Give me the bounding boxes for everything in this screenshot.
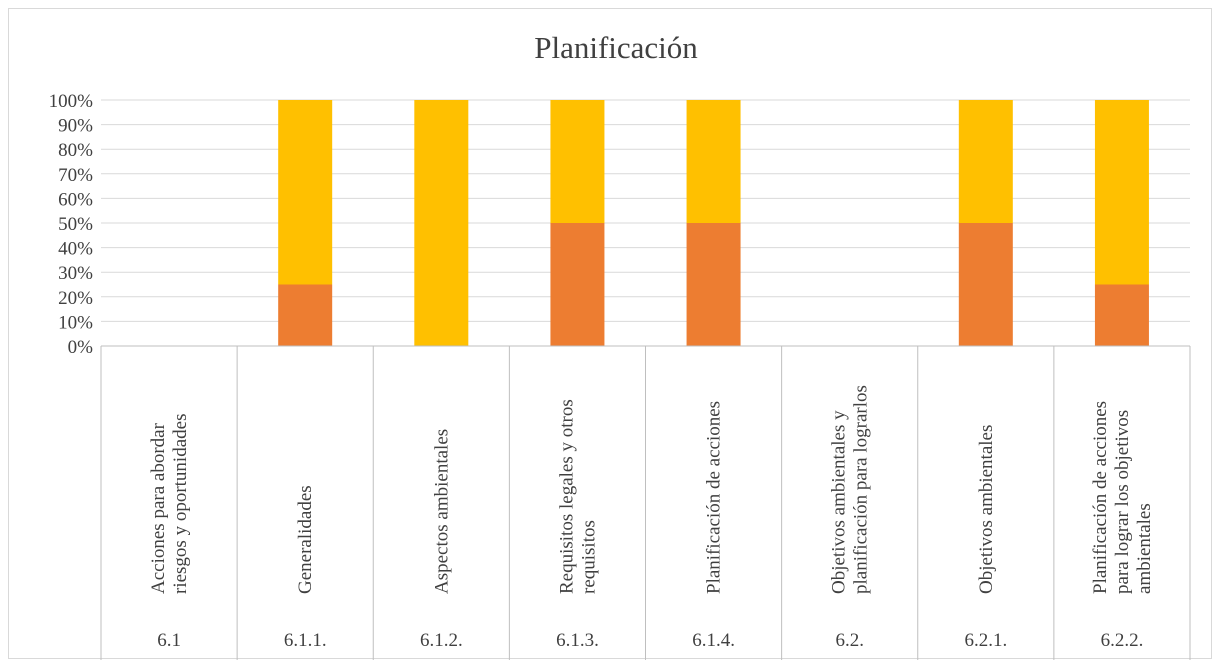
category-label-line: Objetivos ambientales bbox=[976, 425, 997, 594]
category-code: 6.1.2. bbox=[420, 630, 463, 651]
category-labels: Acciones para abordar riesgos y oportunid… bbox=[148, 385, 1155, 651]
category-label: Objetivos ambientales bbox=[976, 425, 997, 594]
category-label-line: para lograr los objetivos bbox=[1112, 410, 1133, 594]
category-label: Planificación de acciones para lograr los… bbox=[1090, 401, 1155, 594]
y-tick-label: 100% bbox=[49, 91, 94, 112]
y-tick-label: 50% bbox=[58, 214, 93, 235]
bar-segment bbox=[550, 100, 605, 223]
bar-segment bbox=[278, 284, 333, 346]
category-label-line: Requisitos legales y otros bbox=[556, 399, 577, 594]
category-code: 6.2. bbox=[835, 630, 864, 651]
bar-segment bbox=[686, 223, 741, 346]
category-code: 6.1.3. bbox=[556, 630, 599, 651]
y-tick-label: 30% bbox=[58, 263, 93, 284]
category-label: Objetivos ambientales y planificación par… bbox=[829, 385, 872, 594]
y-tick-label: 60% bbox=[58, 189, 93, 210]
category-label-line: Planificación de acciones bbox=[1090, 401, 1111, 594]
bars bbox=[278, 100, 1149, 346]
x-axis bbox=[100, 345, 1191, 660]
category-label-line: planificación para lograrlos bbox=[851, 385, 872, 594]
category-label-line: Objetivos ambientales y bbox=[829, 410, 850, 594]
y-tick-label: 70% bbox=[58, 165, 93, 186]
y-axis-ticks: 0% 10% 20% 30% 40% 50% 60% 70% 80% 90% 100% bbox=[49, 91, 94, 358]
chart-svg: Planificación 0% 10% 20% 30% 40% 50% 60% 70% 80%… bbox=[49, 30, 1191, 660]
y-tick-label: 40% bbox=[58, 239, 93, 260]
category-code: 6.2.1. bbox=[964, 630, 1007, 651]
category-code: 6.1.1. bbox=[284, 630, 327, 651]
bar-segment bbox=[414, 100, 469, 346]
category-code: 6.1 bbox=[157, 630, 181, 651]
category-label: Aspectos ambientales bbox=[431, 429, 452, 594]
y-tick-label: 80% bbox=[58, 140, 93, 161]
category-code: 6.1.4. bbox=[692, 630, 735, 651]
y-tick-label: 10% bbox=[58, 312, 93, 333]
category-label-line: Acciones para abordar bbox=[148, 422, 169, 594]
category-label: Planificación de acciones bbox=[704, 401, 725, 594]
category-label-line: Aspectos ambientales bbox=[431, 429, 452, 594]
chart-title: Planificación bbox=[534, 30, 698, 65]
category-label: Generalidades bbox=[295, 485, 316, 594]
category-code: 6.2.2. bbox=[1101, 630, 1144, 651]
category-label-line: Planificación de acciones bbox=[704, 401, 725, 594]
category-label-line: ambientales bbox=[1134, 503, 1155, 594]
bar-segment bbox=[958, 100, 1013, 223]
gridlines bbox=[101, 99, 1190, 347]
category-label-line: riesgos y oportunidades bbox=[170, 414, 191, 594]
bar-segment bbox=[1094, 100, 1149, 285]
bar-segment bbox=[278, 100, 333, 285]
category-label: Requisitos legales y otros requisitos bbox=[556, 399, 599, 594]
category-label-line: Generalidades bbox=[295, 485, 316, 594]
y-tick-label: 0% bbox=[68, 337, 94, 358]
y-tick-label: 90% bbox=[58, 116, 93, 137]
bar-segment bbox=[958, 223, 1013, 346]
chart-frame: Planificación 0% 10% 20% 30% 40% 50% 60% 70% 80%… bbox=[8, 8, 1212, 660]
y-tick-label: 20% bbox=[58, 288, 93, 309]
category-label: Acciones para abordar riesgos y oportunid… bbox=[148, 414, 191, 594]
category-label-line: requisitos bbox=[578, 520, 599, 594]
bar-segment bbox=[1094, 284, 1149, 346]
bar-segment bbox=[686, 100, 741, 223]
bar-segment bbox=[550, 223, 605, 346]
